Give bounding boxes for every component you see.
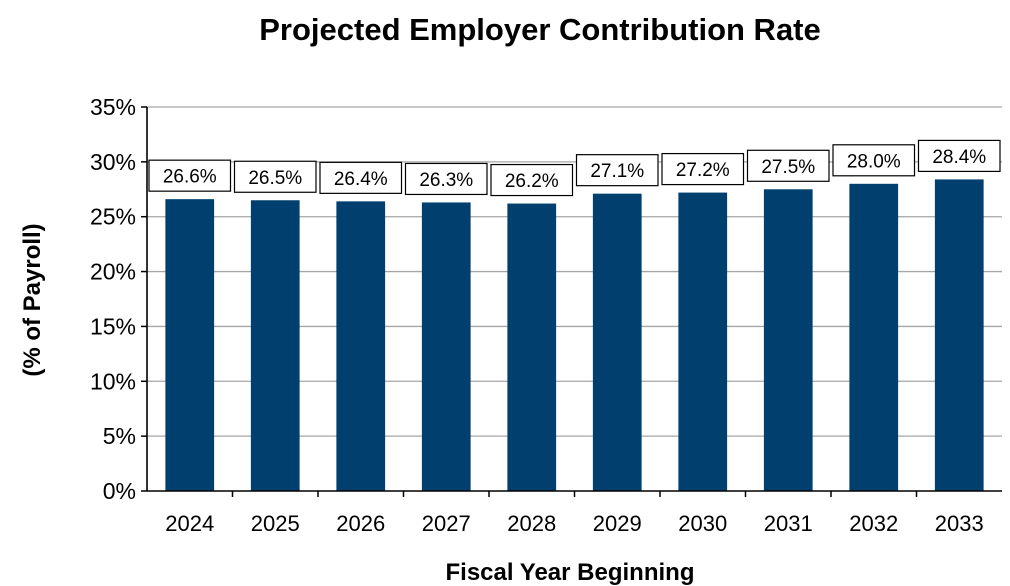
data-label: 26.4% [334,169,388,190]
x-tick-label: 2029 [593,511,642,536]
x-tick-label: 2026 [336,511,385,536]
x-tick-label: 2031 [764,511,813,536]
x-tick-label: 2032 [849,511,898,536]
y-tick-label: 5% [103,423,136,449]
data-label-box [490,163,574,197]
bar [336,201,386,491]
data-label-box [148,159,232,192]
x-tick-label: 2025 [251,511,300,536]
chart-title: Projected Employer Contribution Rate [259,12,821,47]
y-tick-label: 10% [90,368,136,394]
y-tick-label: 15% [90,313,136,339]
x-axis-title: Fiscal Year Beginning [446,559,695,586]
data-label: 26.6% [163,167,217,188]
data-label-box [917,139,1001,173]
data-label: 27.2% [676,160,730,181]
data-label: 26.2% [505,171,559,192]
data-labels: 26.6% 26.5% 26.4% 26.3% 26.2% 27.1% 27.2% 27.5%… [148,139,1001,197]
bar [250,200,300,491]
data-label: 27.1% [590,161,644,182]
bar [507,203,557,491]
data-label-box [832,144,916,177]
data-label: 26.5% [248,168,302,189]
y-tick-label: 30% [90,149,136,175]
bars [165,179,984,492]
bar [934,179,984,491]
bar [763,189,813,492]
y-tick-label: 0% [103,478,136,504]
y-axis-title: (% of Payroll) [19,223,46,376]
data-label: 28.4% [932,147,986,168]
y-tick-label: 35% [90,94,136,120]
bar [849,183,899,492]
x-tick-label: 2033 [935,511,984,536]
y-tick-label: 20% [90,259,136,285]
axes [141,106,1002,497]
data-label: 26.3% [419,170,473,191]
x-tick-label: 2024 [165,511,214,536]
y-tick-label: 25% [90,204,136,230]
x-tick-label: 2028 [507,511,556,536]
x-tick-labels: 2024 2025 2026 2027 2028 2029 2030 2031 2032 2033 [165,511,983,536]
data-label-box [746,149,830,182]
x-tick-label: 2030 [678,511,727,536]
bar [421,202,471,492]
data-label-box [319,161,403,194]
data-label: 27.5% [761,157,815,178]
y-tick-labels: 0% 5% 10% 15% 20% 25% 30% 35% [90,94,136,504]
data-label: 28.0% [847,151,901,172]
data-label-box [661,152,745,186]
bar [678,192,728,491]
data-label-box [233,160,317,193]
bar [165,199,215,491]
data-label-box [404,162,488,196]
data-label-box [575,154,659,187]
x-tick-label: 2027 [422,511,471,536]
bar [592,193,642,491]
